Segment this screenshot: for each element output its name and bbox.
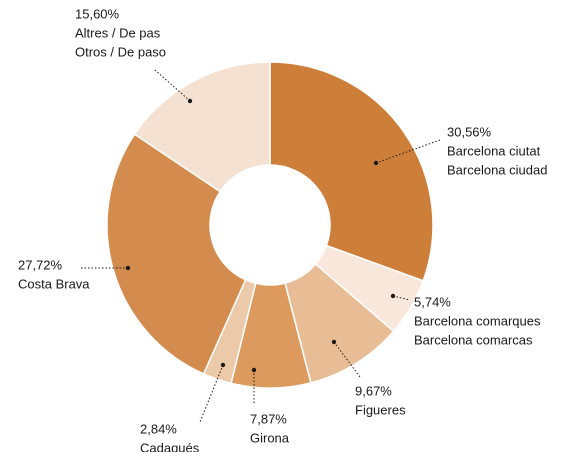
value-label: 5,74% <box>414 294 451 309</box>
value-label: 2,84% <box>140 421 177 436</box>
value-label: 7,87% <box>250 411 287 426</box>
leader-line <box>375 139 441 164</box>
category-label: Girona <box>250 430 290 445</box>
leader-line <box>333 341 361 378</box>
category-label: Barcelona ciutat <box>447 143 541 158</box>
category-label: Barcelona ciudad <box>447 162 547 177</box>
leader-dot <box>373 160 379 166</box>
leader-dot <box>125 265 131 271</box>
leader-line <box>154 69 191 102</box>
leader-dot <box>331 339 337 345</box>
leader-line <box>392 295 411 301</box>
category-label: Otros / De paso <box>75 44 166 59</box>
slice <box>133 61 271 193</box>
category-label: Costa Brava <box>18 276 90 291</box>
leader-dot <box>251 367 257 373</box>
category-label: Barcelona comarcas <box>414 332 533 347</box>
leader-dot <box>390 293 396 299</box>
slice <box>269 61 434 282</box>
category-label: Altres / De pas <box>75 25 161 40</box>
category-label: Figueres <box>355 402 406 417</box>
leader-dot <box>187 98 193 104</box>
value-label: 27,72% <box>18 257 63 272</box>
value-label: 15,60% <box>75 6 120 21</box>
value-label: 30,56% <box>447 124 492 139</box>
value-label: 9,67% <box>355 383 392 398</box>
category-label: Cadaqués <box>140 440 200 452</box>
leader-dot <box>220 362 226 368</box>
category-label: Barcelona comarques <box>414 313 541 328</box>
slice <box>106 133 247 375</box>
